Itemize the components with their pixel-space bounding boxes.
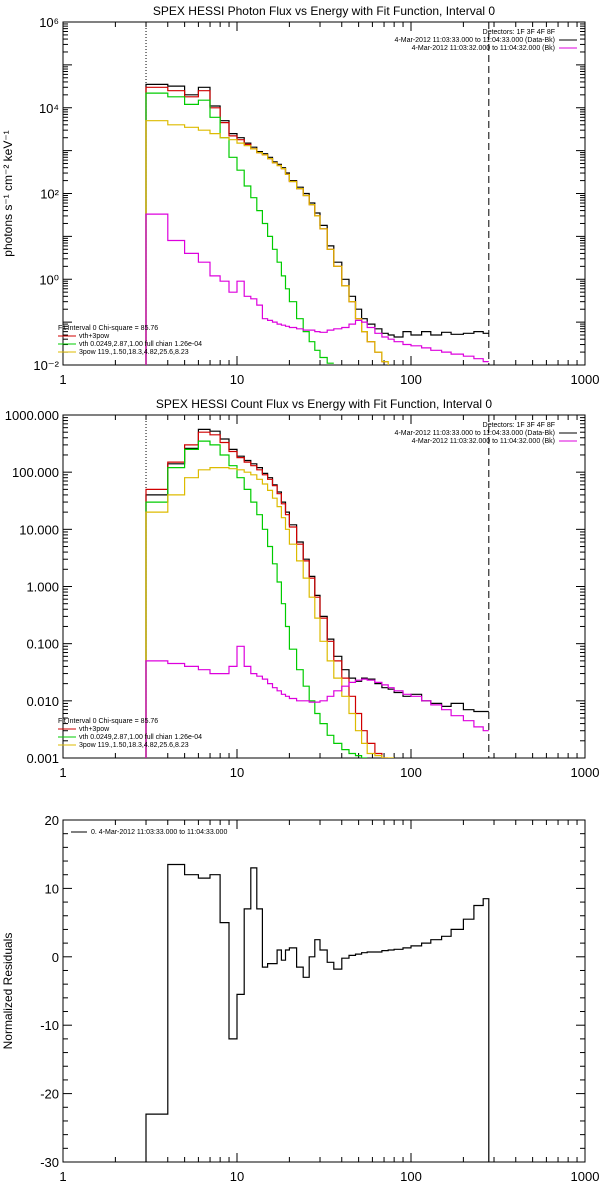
chart-panel-2: SPEX HESSI Count Flux vs Energy with Fit… (5, 397, 600, 780)
fit-legend-title: Fit Interval 0 Chi-square = 85.76 (58, 718, 158, 725)
series-group (145, 83, 489, 365)
y-tick-label: -20 (40, 1087, 59, 1102)
series-group (145, 863, 490, 1162)
y-tick-label: 100.000 (12, 465, 59, 480)
series-bk-line (145, 645, 489, 758)
series-vth-line (145, 440, 368, 758)
fit-legend-entry: vth 0.0249,2.87,1.00 full chian 1.26e-04 (79, 341, 202, 348)
series-data-bk-line (145, 83, 489, 365)
background-interval-label: 4-Mar-2012 11:03:32.000 to 11:04:32.000 … (412, 45, 555, 52)
data-interval-label: 4-Mar-2012 11:03:33.000 to 11:04:33.000 … (395, 37, 555, 44)
y-tick-label: 10² (40, 187, 59, 202)
y-tick-label: 0.100 (26, 637, 59, 652)
series-group (145, 428, 489, 758)
x-tick-label: 100 (400, 1169, 422, 1184)
y-tick-label: 0 (52, 950, 59, 965)
fit-legend-entry: vth 0.0249,2.87,1.00 full chian 1.26e-04 (79, 734, 202, 741)
x-tick-label: 100 (400, 765, 422, 780)
x-tick-label: 1000 (571, 1169, 600, 1184)
fit-legend-entry: 3pow 119.,1.50,18.3,4.82,25.6,8.23 (79, 349, 189, 356)
y-tick-label: 10⁶ (39, 15, 59, 30)
y-tick-label: 10⁰ (39, 272, 59, 287)
chart-panel-1: SPEX HESSI Photon Flux vs Energy with Fi… (1, 4, 599, 387)
series-bk-line (145, 213, 489, 365)
x-tick-label: 1 (59, 1169, 66, 1184)
y-tick-label: 0.001 (26, 751, 59, 766)
plot-frame (62, 819, 586, 1163)
x-tick-label: 10 (230, 372, 244, 387)
y-tick-label: 10 (45, 881, 59, 896)
series-vth-3pow-line (145, 431, 389, 758)
y-axis-label: Normalized Residuals (1, 933, 15, 1050)
x-tick-label: 1000 (571, 372, 600, 387)
y-tick-label: 10⁻² (33, 358, 59, 373)
chart-title: SPEX HESSI Photon Flux vs Energy with Fi… (153, 4, 495, 18)
series-data-bk-line (145, 428, 489, 758)
data-interval-label: 4-Mar-2012 11:03:33.000 to 11:04:33.000 … (395, 430, 555, 437)
y-tick-label: 1000.000 (5, 408, 59, 423)
series-0-line (145, 863, 490, 1162)
background-interval-label: 4-Mar-2012 11:03:32.000 to 11:04:32.000 … (412, 438, 555, 445)
y-tick-label: -10 (40, 1018, 59, 1033)
series-vth-line (145, 92, 334, 365)
y-tick-label: 20 (45, 813, 59, 828)
y-tick-label: 10.000 (19, 522, 59, 537)
fit-legend-entry: vth+3pow (79, 726, 110, 733)
y-tick-label: 10⁴ (39, 101, 59, 116)
series-3pow-line (145, 467, 395, 758)
y-tick-label: -30 (40, 1155, 59, 1170)
fit-legend-title: Fit Interval 0 Chi-square = 85.76 (58, 325, 158, 332)
fit-legend-entry: vth+3pow (79, 333, 110, 340)
x-tick-label: 10 (230, 765, 244, 780)
y-axis-label: photons s⁻¹ cm⁻² keV⁻¹ (1, 130, 15, 256)
plot-frame (62, 414, 586, 759)
x-tick-label: 1 (59, 765, 66, 780)
x-tick-label: 1000 (571, 765, 600, 780)
x-tick-label: 10 (230, 1169, 244, 1184)
chart-title: SPEX HESSI Count Flux vs Energy with Fit… (156, 397, 492, 411)
detectors-label: Detectors: 1F 3F 4F 8F (483, 29, 555, 36)
residual-legend-entry: 0. 4-Mar-2012 11:03:33.000 to 11:04:33.0… (91, 829, 227, 836)
plot-frame (62, 21, 586, 366)
x-tick-label: 1 (59, 372, 66, 387)
y-tick-label: 0.010 (26, 694, 59, 709)
series-3pow-line (145, 120, 389, 365)
detectors-label: Detectors: 1F 3F 4F 8F (483, 422, 555, 429)
fit-legend-entry: 3pow 119.,1.50,18.3,4.82,25.6,8.23 (79, 742, 189, 749)
y-tick-label: 1.000 (26, 580, 59, 595)
x-tick-label: 100 (400, 372, 422, 387)
